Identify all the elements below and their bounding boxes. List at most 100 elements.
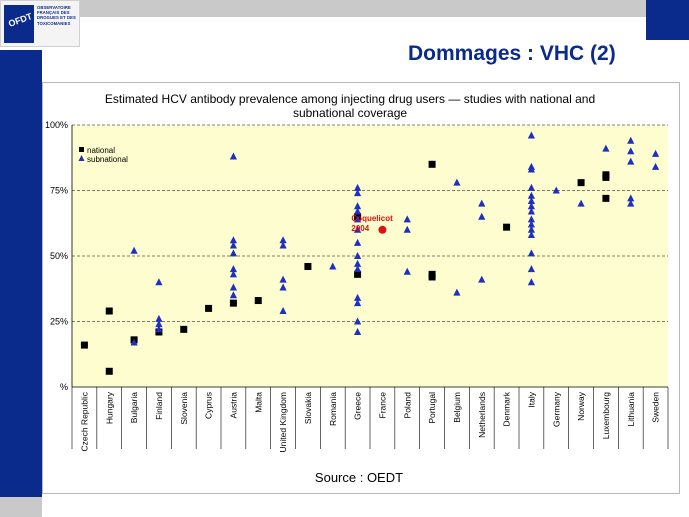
x-tick-label: United Kingdom xyxy=(278,392,288,452)
x-tick-label: Germany xyxy=(551,391,561,427)
legend: national subnational xyxy=(78,146,128,164)
point-subnational xyxy=(527,231,536,239)
point-subnational xyxy=(527,278,536,286)
logo-mark: OFDT xyxy=(4,5,34,43)
point-national xyxy=(602,194,610,202)
point-subnational xyxy=(229,152,238,160)
point-subnational xyxy=(353,215,362,223)
point-national xyxy=(229,299,237,307)
y-tick-label: 75% xyxy=(50,186,68,196)
point-subnational xyxy=(577,199,585,207)
x-tick-label: Denmark xyxy=(502,391,512,426)
y-tick-layer: % 25% 50% 75% 100% xyxy=(45,120,68,392)
x-tick-label: Lithuania xyxy=(626,392,636,427)
point-national xyxy=(428,160,436,168)
x-tick-label: France xyxy=(377,392,387,419)
point-national xyxy=(80,341,88,349)
point-subnational xyxy=(651,162,660,170)
x-tick-label: Netherlands xyxy=(477,392,487,438)
point-national xyxy=(205,304,213,312)
point-subnational xyxy=(279,236,287,244)
point-subnational xyxy=(229,270,238,278)
point-subnational xyxy=(353,259,362,267)
legend-national-label: national xyxy=(87,146,115,155)
point-subnational xyxy=(527,207,536,215)
slide-title: Dommages : VHC (2) xyxy=(408,42,616,65)
point-subnational xyxy=(279,283,287,291)
point-national xyxy=(105,367,113,375)
point-subnational xyxy=(627,136,635,144)
point-subnational xyxy=(453,178,461,186)
point-subnational xyxy=(478,212,486,220)
point-subnational xyxy=(155,320,163,328)
legend-national-marker xyxy=(79,147,84,152)
point-subnational xyxy=(353,327,362,335)
x-tick-label: Finland xyxy=(154,392,164,420)
highlight-label-line-2: 2004 xyxy=(351,224,369,233)
point-subnational xyxy=(353,299,362,307)
highlight-point xyxy=(378,225,387,234)
point-subnational xyxy=(627,194,635,202)
point-national xyxy=(254,297,262,305)
point-national xyxy=(354,270,362,278)
point-national xyxy=(180,325,188,333)
point-subnational xyxy=(651,149,660,157)
x-tick-label: Hungary xyxy=(104,391,114,424)
point-subnational xyxy=(527,196,536,204)
point-subnational xyxy=(527,249,536,257)
point-subnational xyxy=(527,215,536,223)
point-subnational xyxy=(229,249,238,257)
left-bar xyxy=(0,50,42,517)
chart-title-line-1: Estimated HCV antibody prevalence among … xyxy=(105,92,595,106)
x-tick-label: Bulgaria xyxy=(129,392,139,423)
point-subnational xyxy=(130,338,138,346)
x-tick-label: Austria xyxy=(228,392,238,419)
point-subnational xyxy=(627,147,635,155)
point-subnational xyxy=(353,183,362,191)
logo-line: DROGUES ET DES xyxy=(37,15,76,21)
point-subnational xyxy=(527,220,536,228)
point-national xyxy=(503,223,511,231)
x-tick-label: Slovenia xyxy=(179,392,189,425)
x-tick-label: Slovakia xyxy=(303,392,313,424)
point-subnational xyxy=(403,225,411,233)
x-tick-label: Cyprus xyxy=(204,392,214,419)
point-subnational xyxy=(602,144,610,152)
top-right-accent xyxy=(646,0,689,40)
legend-subnational-label: subnational xyxy=(87,155,128,164)
y-tick-label: 100% xyxy=(45,120,68,130)
x-tick-label: Portugal xyxy=(427,392,437,424)
point-subnational xyxy=(353,265,362,273)
point-subnational xyxy=(353,202,362,210)
point-subnational xyxy=(229,283,238,291)
point-subnational xyxy=(155,278,163,286)
point-subnational xyxy=(155,314,163,322)
point-national xyxy=(105,307,113,315)
point-subnational xyxy=(353,207,362,215)
point-subnational xyxy=(229,236,238,244)
x-tick-label: Czech Republic xyxy=(79,391,89,451)
point-national xyxy=(577,179,585,187)
chart: Estimated HCV antibody prevalence among … xyxy=(45,92,669,485)
point-subnational xyxy=(155,325,163,333)
point-subnational xyxy=(403,215,411,223)
point-subnational xyxy=(453,288,461,296)
logo-line: FRANÇAIS DES xyxy=(37,10,70,16)
top-bar xyxy=(80,0,660,17)
x-tick-label: Luxembourg xyxy=(601,392,611,440)
x-tick-label: Greece xyxy=(353,392,363,420)
x-tick-label: Romania xyxy=(328,392,338,426)
point-national xyxy=(602,173,610,181)
x-tick-label: Norway xyxy=(576,391,586,421)
point-subnational xyxy=(403,267,411,275)
point-subnational xyxy=(627,199,635,207)
chart-title-line-2: subnational coverage xyxy=(293,106,407,120)
y-tick-label: % xyxy=(60,382,68,392)
point-subnational xyxy=(353,252,362,259)
x-tick-label: Malta xyxy=(253,392,263,413)
x-tick-label: Italy xyxy=(526,391,536,407)
point-subnational xyxy=(353,293,362,301)
point-subnational xyxy=(353,317,362,325)
x-tick-label: Sweden xyxy=(651,392,661,423)
